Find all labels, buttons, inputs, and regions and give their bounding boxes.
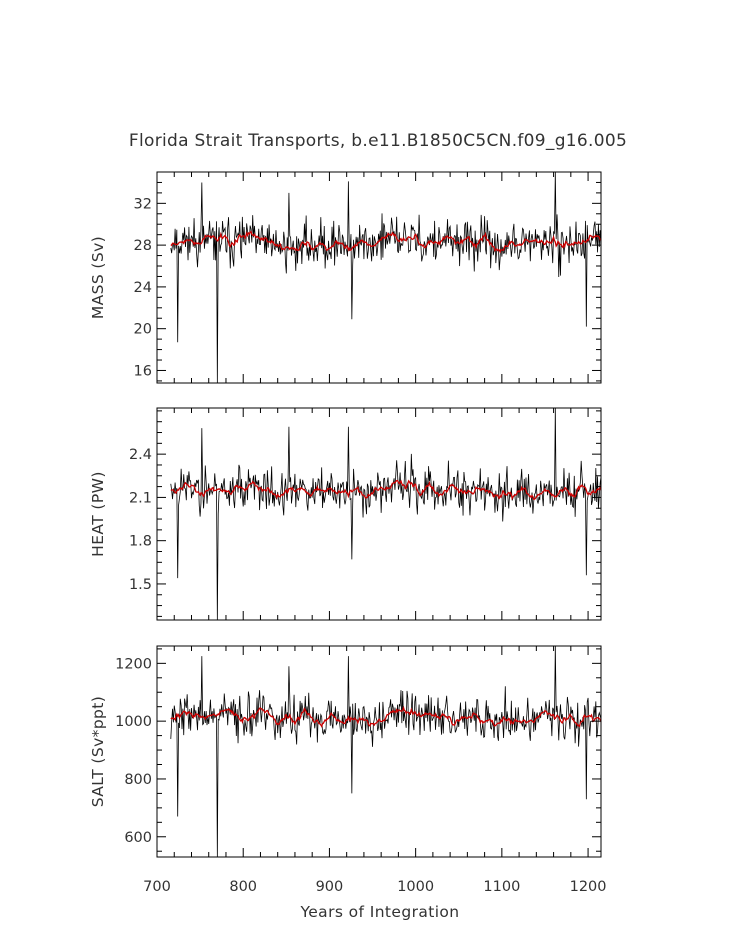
annual-series-line (170, 171, 602, 384)
annual-series-line (170, 645, 602, 858)
annual-series-line (170, 407, 602, 621)
y-axis-label: SALT (Sv*ppt) (89, 696, 107, 807)
plot-frame (156, 645, 602, 858)
y-tick-label: 1.5 (129, 577, 152, 593)
plot-frame (156, 407, 602, 621)
x-tick-label: 800 (229, 879, 257, 895)
panels: 16 20 24 28 32 MASS (Sv) 1.5 1.8 2.1 2.4 HEAT (PW)… (89, 171, 602, 858)
plot-frame (156, 171, 602, 384)
x-tick-label: 1100 (483, 879, 520, 895)
y-tick-label: 2.4 (129, 447, 152, 463)
panel-3: 600 800 1000 1200 SALT (Sv*ppt) (89, 645, 602, 858)
smoothed-series-line (170, 479, 602, 501)
y-tick-label: 800 (124, 772, 152, 788)
chart-title: Florida Strait Transports, b.e11.B1850C5… (129, 131, 627, 151)
x-tick-label: 700 (143, 879, 171, 895)
y-tick-label: 600 (124, 830, 152, 846)
y-tick-label: 1200 (115, 656, 152, 672)
x-tick-label: 1000 (397, 879, 434, 895)
panel-2: 1.5 1.8 2.1 2.4 HEAT (PW) (89, 407, 602, 621)
y-axis-label: HEAT (PW) (89, 471, 107, 557)
smoothed-series-line (170, 705, 602, 729)
y-tick-label: 20 (134, 322, 152, 338)
y-tick-label: 24 (134, 280, 152, 296)
y-tick-label: 1.8 (129, 534, 152, 550)
x-axis-label: Years of Integration (299, 903, 459, 921)
y-axis-label: MASS (Sv) (89, 236, 107, 319)
y-tick-label: 32 (134, 196, 152, 212)
y-tick-label: 1000 (115, 714, 152, 730)
y-tick-label: 16 (134, 363, 152, 379)
y-tick-label: 28 (134, 238, 152, 254)
y-tick-label: 2.1 (129, 490, 152, 506)
smoothed-series-line (170, 230, 602, 254)
x-tick-label: 1200 (570, 879, 607, 895)
panel-1: 16 20 24 28 32 MASS (Sv) (89, 171, 602, 384)
x-tick-label: 900 (316, 879, 344, 895)
x-axis-tick-labels: 700 800 900 1000 1100 1200 (143, 879, 606, 895)
